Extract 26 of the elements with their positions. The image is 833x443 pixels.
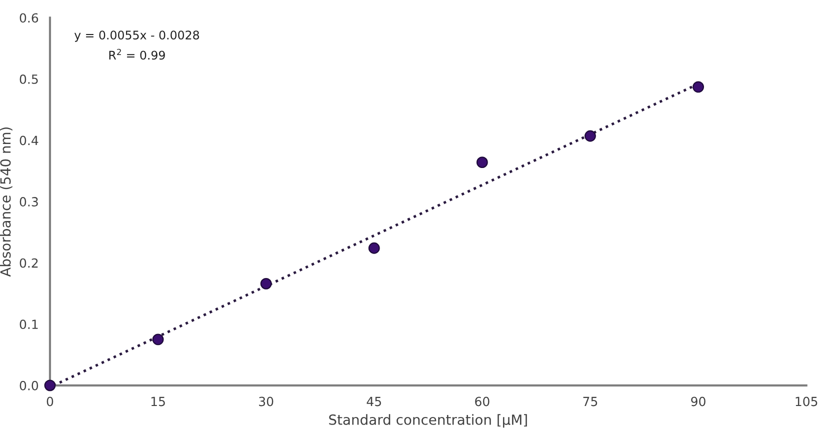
y-tick-label: 0.3	[20, 197, 38, 206]
annotation: y = 0.0055x - 0.0028	[74, 30, 200, 42]
x-tick-label: 90	[691, 396, 706, 406]
x-tick-label: 15	[151, 396, 165, 406]
y-tick-label: 0.0	[20, 380, 38, 390]
x-tick-label: 60	[475, 396, 490, 406]
y-axis-title: Absorbance (540 nm)	[0, 127, 12, 277]
point	[260, 278, 272, 290]
y-tick-label: 0.5	[20, 74, 38, 84]
y-tick-label: 0.1	[20, 320, 38, 330]
point	[584, 130, 596, 142]
x-tick-label: 0	[46, 396, 54, 406]
point	[692, 81, 704, 93]
x-tick-label: 105	[796, 396, 818, 406]
annotation: R$^{2}$ = 0.99	[109, 48, 165, 60]
y-tick-label: 0.6	[20, 13, 38, 23]
x-tick-label: 45	[366, 396, 381, 406]
point	[152, 334, 164, 346]
x-tick-label: 30	[259, 396, 274, 406]
y-tick-label: 0.4	[20, 136, 38, 146]
point	[368, 242, 380, 254]
point	[476, 156, 488, 168]
x-axis-title: Standard concentration [µM]	[329, 414, 527, 428]
x-tick-label: 75	[583, 396, 598, 406]
y-tick-label: 0.2	[20, 258, 38, 268]
point	[44, 380, 56, 392]
